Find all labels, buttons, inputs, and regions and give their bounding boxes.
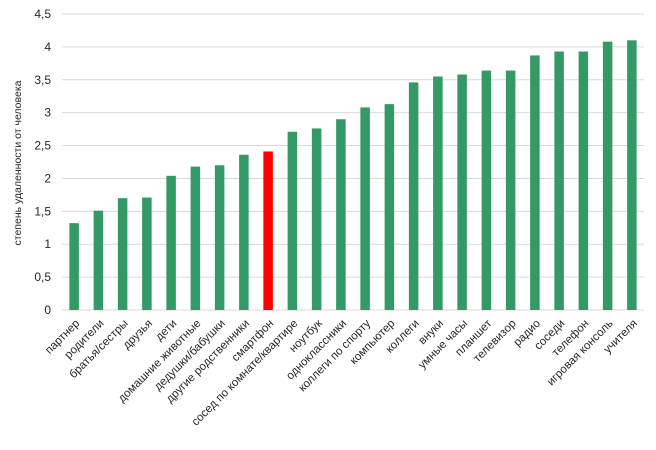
y-tick-label: 1 xyxy=(44,237,51,251)
y-tick-label: 2,5 xyxy=(34,139,51,153)
bar-18 xyxy=(505,70,516,311)
bar-0 xyxy=(69,223,79,310)
y-axis-title: степень удаленности от человека xyxy=(12,80,24,245)
bar-22 xyxy=(602,41,613,310)
bar-15 xyxy=(433,76,443,310)
bar-21 xyxy=(578,51,589,310)
bar-20 xyxy=(554,51,564,310)
bar-5 xyxy=(190,166,201,310)
bar-3 xyxy=(142,197,152,310)
bar-9 xyxy=(287,131,298,310)
bar-12 xyxy=(360,107,370,310)
bar-13 xyxy=(384,104,395,310)
bar-8 xyxy=(263,151,273,310)
bar-17 xyxy=(481,70,492,311)
y-tick-label: 0,5 xyxy=(34,270,51,284)
bar-2 xyxy=(117,198,128,310)
bar-10 xyxy=(311,128,322,310)
y-tick-label: 2 xyxy=(44,171,51,185)
y-tick-label: 3,5 xyxy=(34,73,51,87)
bar-23 xyxy=(627,40,637,311)
bar-16 xyxy=(457,74,467,310)
y-axis-ticks: 0 0,5 1 1,5 2 2,5 3 3,5 4 4,5 xyxy=(34,7,51,317)
bar-6 xyxy=(214,165,225,310)
y-tick-label: 3 xyxy=(44,106,51,120)
bar-19 xyxy=(530,55,540,310)
bar-11 xyxy=(336,119,346,310)
bar-7 xyxy=(239,154,249,310)
y-tick-label: 4,5 xyxy=(34,7,51,21)
gridlines xyxy=(62,13,644,311)
bar-1 xyxy=(93,210,104,310)
bar-4 xyxy=(166,175,176,310)
bar-14 xyxy=(408,82,419,310)
y-tick-label: 1,5 xyxy=(34,204,51,218)
x-axis-labels: партнерродителибратья/сестрыдрузьядетидо… xyxy=(43,317,640,428)
y-tick-label: 4 xyxy=(44,40,51,54)
bars xyxy=(69,40,637,311)
y-tick-label: 0 xyxy=(44,303,51,317)
